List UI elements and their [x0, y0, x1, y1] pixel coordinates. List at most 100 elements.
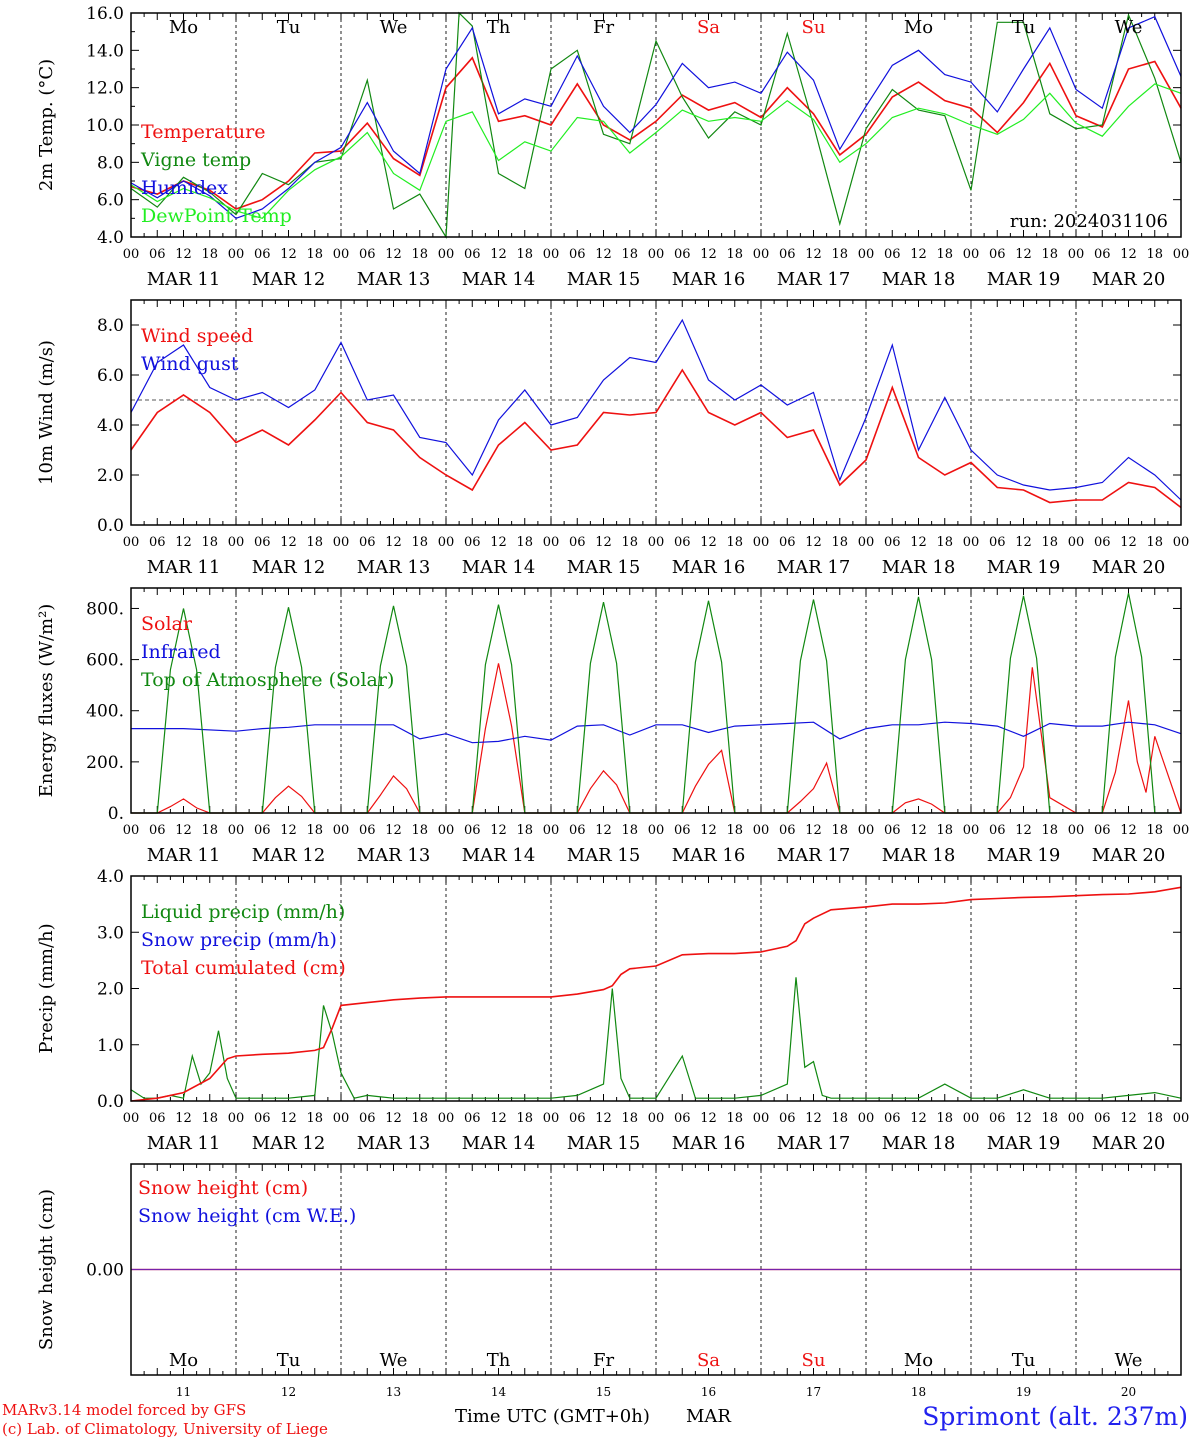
hour-label: 06 [254, 247, 271, 262]
hour-label: 12 [490, 535, 507, 550]
hour-label: 18 [1146, 247, 1163, 262]
hour-label: 12 [490, 1111, 507, 1126]
hour-label: 12 [280, 535, 297, 550]
day-number: 13 [386, 1385, 401, 1399]
day-name: Mo [904, 17, 933, 38]
day-name-bottom: Su [802, 1350, 826, 1371]
hour-label: 12 [805, 1111, 822, 1126]
hour-label: 18 [306, 247, 323, 262]
day-number: 16 [701, 1385, 716, 1399]
hour-label: 12 [1015, 1111, 1032, 1126]
hour-label: 12 [910, 247, 927, 262]
hour-label: 18 [621, 1111, 638, 1126]
hour-label: 18 [1041, 1111, 1058, 1126]
y-tick-label: 6.0 [97, 191, 124, 211]
hour-label: 18 [831, 1111, 848, 1126]
hour-label: 12 [1120, 535, 1137, 550]
hour-label: 06 [569, 823, 586, 838]
hour-label: 06 [569, 1111, 586, 1126]
hour-label: 06 [569, 247, 586, 262]
series-line-green [130, 977, 1182, 1099]
legend-entry: Wind speed [141, 325, 253, 347]
hour-label: 00 [123, 247, 140, 262]
date-label: MAR 12 [252, 557, 326, 578]
hour-label: 18 [1041, 823, 1058, 838]
hour-label: 00 [753, 823, 770, 838]
day-name-bottom: Tu [277, 1350, 301, 1371]
hour-label: 18 [516, 247, 533, 262]
legend-entry: Solar [141, 613, 193, 635]
day-number: 20 [1121, 1385, 1136, 1399]
hour-label: 06 [884, 1111, 901, 1126]
hour-label: 00 [228, 1111, 245, 1126]
series-line-blue [130, 318, 1182, 501]
hour-label: 00 [438, 535, 455, 550]
hour-label: 06 [884, 535, 901, 550]
hour-label: 06 [464, 535, 481, 550]
date-label: MAR 14 [462, 269, 536, 290]
hour-label: 06 [149, 535, 166, 550]
legend-entry: Snow precip (mm/h) [141, 929, 337, 951]
y-axis-title: 2m Temp. (°C) [36, 59, 57, 191]
day-number: 17 [806, 1385, 821, 1399]
y-tick-label: 2.0 [97, 980, 124, 1000]
hour-label: 06 [989, 1111, 1006, 1126]
hour-label: 18 [201, 823, 218, 838]
hour-label: 18 [201, 247, 218, 262]
hour-label: 12 [700, 823, 717, 838]
legend-entry: Wind gust [141, 353, 239, 375]
hour-label: 12 [385, 535, 402, 550]
hour-label: 00 [438, 823, 455, 838]
hour-label: 12 [1015, 247, 1032, 262]
day-name: Th [487, 17, 511, 38]
date-label: MAR 17 [777, 1133, 851, 1154]
day-number: 19 [1016, 1385, 1031, 1399]
day-name: Tu [1012, 17, 1036, 38]
date-label: MAR 19 [987, 1133, 1061, 1154]
hour-label: 00 [1173, 247, 1190, 262]
legend-entry: Top of Atmosphere (Solar) [141, 669, 394, 691]
hour-label: 12 [595, 247, 612, 262]
hour-label: 06 [884, 823, 901, 838]
hour-label: 06 [1094, 535, 1111, 550]
y-tick-label: 400. [86, 702, 124, 722]
hour-label: 06 [779, 823, 796, 838]
hour-label: 00 [543, 1111, 560, 1126]
legend-entry: Liquid precip (mm/h) [141, 901, 345, 923]
date-label: MAR 16 [672, 557, 746, 578]
day-name-bottom: Th [487, 1350, 511, 1371]
hour-label: 06 [359, 1111, 376, 1126]
hour-label: 18 [831, 247, 848, 262]
hour-label: 00 [1173, 1111, 1190, 1126]
run-annotation: run: 2024031106 [1010, 211, 1168, 232]
hour-label: 12 [385, 247, 402, 262]
series-line-blue [130, 15, 1182, 219]
hour-label: 18 [621, 535, 638, 550]
series-line-lightgreen [130, 83, 1182, 219]
y-axis-title: 10m Wind (m/s) [36, 340, 57, 485]
hour-label: 12 [595, 823, 612, 838]
hour-label: 06 [464, 247, 481, 262]
hour-label: 00 [648, 1111, 665, 1126]
date-label: MAR 17 [777, 269, 851, 290]
hour-label: 18 [1146, 823, 1163, 838]
hour-label: 18 [201, 535, 218, 550]
hour-label: 18 [1041, 247, 1058, 262]
hour-label: 06 [779, 1111, 796, 1126]
y-tick-label: 0.0 [97, 1092, 124, 1112]
legend-entry: DewPoint Temp [141, 205, 292, 227]
hour-label: 12 [385, 823, 402, 838]
hour-label: 12 [175, 1111, 192, 1126]
day-name: Tu [277, 17, 301, 38]
date-label: MAR 13 [357, 1133, 431, 1154]
day-name: Sa [697, 17, 720, 38]
hour-label: 12 [805, 535, 822, 550]
day-name: We [380, 17, 408, 38]
y-tick-label: 0.0 [97, 516, 124, 536]
hour-label: 00 [438, 1111, 455, 1126]
hour-label: 18 [516, 823, 533, 838]
legend-entry: Snow height (cm) [138, 1177, 308, 1199]
date-label: MAR 14 [462, 845, 536, 866]
hour-label: 12 [280, 1111, 297, 1126]
y-tick-label: 10.0 [86, 116, 124, 136]
